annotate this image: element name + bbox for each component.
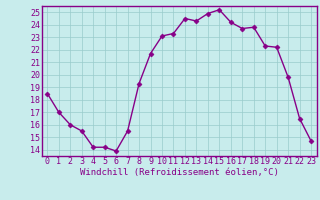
X-axis label: Windchill (Refroidissement éolien,°C): Windchill (Refroidissement éolien,°C) xyxy=(80,168,279,177)
